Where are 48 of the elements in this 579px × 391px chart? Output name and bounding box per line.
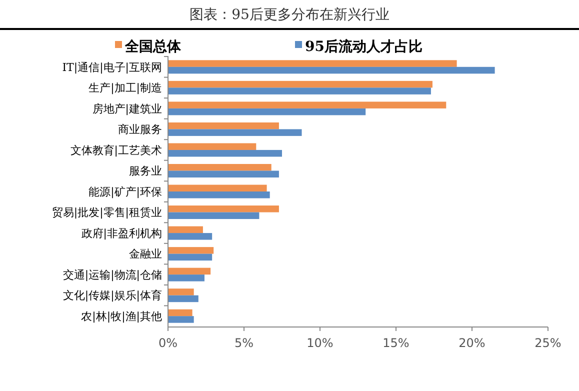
bar <box>168 66 495 74</box>
bar <box>168 254 212 261</box>
bar <box>168 206 279 212</box>
bar <box>168 129 302 136</box>
bar <box>168 192 270 198</box>
bar <box>168 150 282 157</box>
bar <box>168 102 446 108</box>
x-tick-label: 20% <box>458 336 486 350</box>
legend-label: 95后流动人才占比 <box>305 38 422 55</box>
bar <box>168 170 279 178</box>
bar <box>168 226 203 234</box>
y-tick-label: 文体教育|工艺美术 <box>70 144 162 157</box>
bar <box>168 108 366 116</box>
bar <box>168 164 272 171</box>
bar <box>168 88 431 94</box>
bar <box>168 233 212 240</box>
bar <box>168 288 194 296</box>
bar <box>168 184 267 192</box>
y-tick-label: 政府|非盈利机构 <box>81 226 162 240</box>
y-tick-label: 文化|传媒|娱乐|体育 <box>62 289 162 302</box>
y-tick-label: 服务业 <box>129 164 162 178</box>
x-tick-label: 5% <box>234 336 254 350</box>
x-tick-label: 10% <box>306 336 334 350</box>
y-tick-label: 农|林|牧|渔|其他 <box>81 310 162 323</box>
y-tick-label: 商业服务 <box>118 123 162 136</box>
bar <box>168 274 204 282</box>
bar <box>168 247 214 254</box>
y-tick-label: 贸易|批发|零售|租赁业 <box>52 206 162 220</box>
x-tick-label: 15% <box>382 336 410 350</box>
bar <box>168 122 279 130</box>
y-tick-label: 能源|矿产|环保 <box>88 185 162 198</box>
y-tick-label: IT|通信|电子|互联网 <box>62 60 162 74</box>
bar <box>168 80 432 88</box>
x-tick-label: 0% <box>158 336 178 350</box>
legend-label: 全国总体 <box>124 38 182 55</box>
bar <box>168 268 211 275</box>
bar <box>168 60 457 67</box>
bar <box>168 316 194 323</box>
bar <box>168 295 198 302</box>
bar <box>168 143 256 150</box>
chart-title: 图表：95后更多分布在新兴行业 <box>190 7 390 23</box>
y-tick-label: 生产|加工|制造 <box>88 82 162 95</box>
x-tick-label: 25% <box>534 336 562 350</box>
y-tick-label: 交通|运输|物流|仓储 <box>62 268 162 282</box>
y-tick-label: 房地产|建筑业 <box>92 102 162 116</box>
bar <box>168 212 260 220</box>
y-tick-label: 金融业 <box>129 248 162 261</box>
bar <box>168 309 192 316</box>
